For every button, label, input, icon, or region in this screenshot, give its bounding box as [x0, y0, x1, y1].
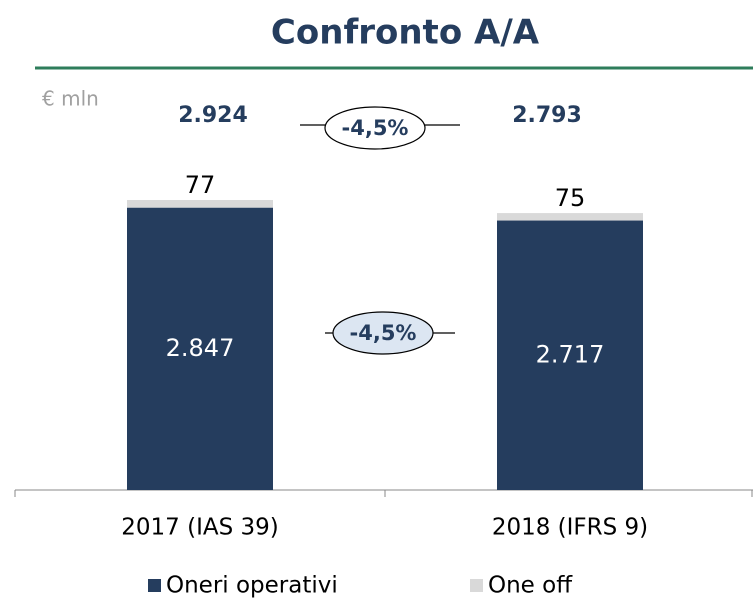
bar-segment	[127, 200, 273, 208]
badge	[324, 106, 426, 150]
chart-title: Confronto A/A	[271, 13, 540, 53]
x-tick-label: 2017 (IAS 39)	[121, 515, 279, 541]
value-label: 2.717	[536, 340, 605, 368]
total-label: 2.793	[512, 103, 582, 128]
bar-segment	[497, 220, 643, 490]
legend-swatch	[470, 579, 483, 592]
legend-swatch	[148, 579, 161, 592]
value-label: 75	[555, 184, 586, 212]
bar-segment	[127, 207, 273, 491]
unit-label: € mln	[42, 87, 99, 111]
value-label: 77	[185, 171, 216, 199]
bar-segment	[497, 213, 643, 221]
x-tick-label: 2018 (IFRS 9)	[492, 515, 648, 541]
value-label: 2.847	[166, 334, 235, 362]
legend-label: One off	[488, 573, 573, 599]
legend-label: Oneri operativi	[166, 573, 338, 599]
annotation: -4,5%	[350, 321, 417, 345]
annotation: -4,5%	[342, 116, 409, 140]
total-label: 2.924	[178, 103, 248, 128]
badge	[332, 311, 434, 355]
